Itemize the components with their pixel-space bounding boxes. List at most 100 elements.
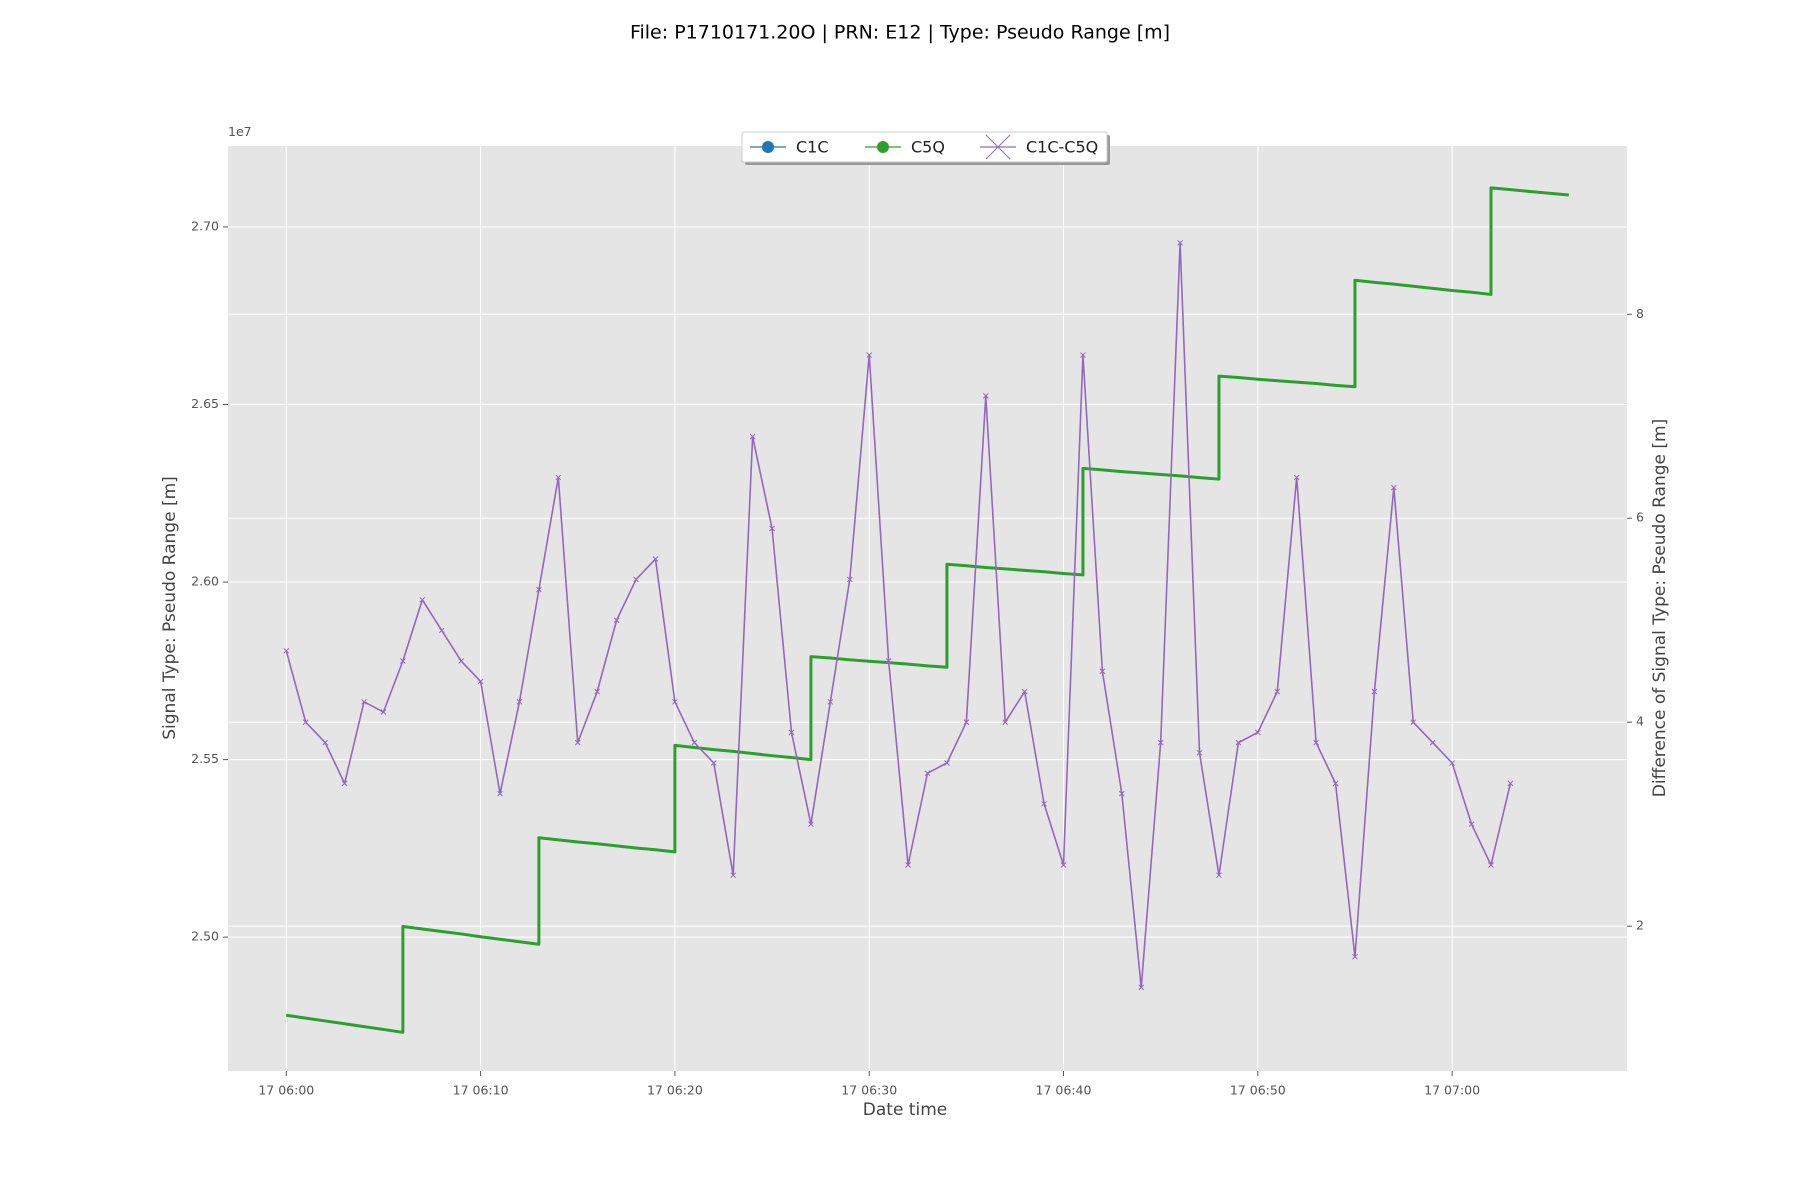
point-marker [574, 739, 581, 746]
point-marker [1021, 688, 1028, 695]
point-marker [885, 658, 892, 664]
point-marker [827, 698, 834, 705]
point-marker [1332, 780, 1339, 787]
series-line [286, 186, 1569, 1034]
point-marker [710, 760, 717, 766]
point-marker [808, 821, 814, 828]
point-marker [1449, 760, 1455, 766]
point-marker [1235, 739, 1242, 746]
point-marker [1352, 953, 1358, 960]
y2-tick-label: 4 [1636, 714, 1644, 729]
point-marker [458, 658, 465, 664]
y-tick-label: 2.50 [191, 929, 219, 944]
point-marker [497, 790, 503, 797]
point-marker [749, 433, 756, 440]
point-marker [1274, 688, 1281, 695]
grid [228, 146, 1627, 1071]
point-marker [905, 862, 911, 868]
point-marker [594, 688, 601, 695]
point-marker [516, 698, 523, 705]
marks [283, 186, 1569, 1034]
point-marker [1138, 984, 1145, 991]
point-marker [982, 393, 989, 399]
legend: C1C C5Q C1C-C5Q [741, 131, 1110, 165]
point-marker [341, 780, 348, 787]
point-marker [652, 556, 659, 562]
point-marker [1157, 739, 1164, 746]
y2-tick-label: 2 [1636, 918, 1644, 933]
point-marker [302, 719, 309, 726]
legend-box [741, 131, 1108, 163]
point-marker [924, 770, 931, 777]
point-marker [1002, 719, 1009, 726]
point-marker [788, 729, 795, 736]
point-marker [1429, 739, 1436, 746]
legend-label: C5Q [911, 138, 945, 157]
point-marker [1313, 739, 1319, 746]
point-marker [769, 525, 775, 532]
x-tick-label: 17 06:10 [453, 1083, 509, 1098]
plot-background [228, 146, 1627, 1071]
point-marker [1254, 729, 1261, 736]
point-marker [400, 658, 406, 664]
point-marker [1507, 780, 1514, 787]
point-marker [438, 627, 445, 634]
point-marker [283, 647, 290, 654]
y-tick-label: 2.65 [191, 396, 219, 411]
point-marker [866, 352, 873, 358]
point-marker [846, 576, 853, 583]
y2-tick-label: 8 [1636, 306, 1644, 321]
point-marker [380, 709, 387, 715]
y2-tick-label: 6 [1636, 510, 1644, 525]
axes: 17 06:00 17 06:10 17 06:20 17 06:30 17 06:40… [191, 218, 1644, 1097]
point-marker [1041, 800, 1047, 807]
y-axis-label: Signal Type: Pseudo Range [m] [160, 476, 180, 740]
point-marker [672, 698, 678, 705]
point-marker [322, 739, 329, 746]
point-marker [1118, 790, 1125, 797]
point-marker [555, 474, 562, 481]
y-tick-label: 2.60 [191, 574, 219, 589]
point-marker [730, 872, 737, 879]
chart-title: File: P1710171.20O | PRN: E12 | Type: Ps… [630, 22, 1170, 44]
point-marker [613, 617, 620, 624]
point-marker [1293, 474, 1300, 481]
legend-marker [762, 141, 774, 153]
point-marker [633, 576, 639, 583]
point-marker [1060, 862, 1067, 868]
point-marker [691, 739, 698, 746]
x-tick-label: 17 06:30 [841, 1083, 897, 1098]
x-tick-label: 17 06:50 [1230, 1083, 1286, 1098]
point-marker [1196, 749, 1203, 756]
point-marker [361, 698, 367, 705]
legend-label: C1C [796, 138, 829, 157]
x-tick-label: 17 07:00 [1424, 1083, 1480, 1098]
point-marker [536, 586, 542, 593]
legend-marker [877, 141, 889, 153]
point-marker [1488, 862, 1494, 868]
x-tick-label: 17 06:00 [258, 1083, 314, 1098]
point-marker [1371, 688, 1378, 695]
legend-label: C1C-C5Q [1026, 138, 1098, 157]
x-axis-label: Date time [863, 1100, 947, 1120]
point-marker [963, 719, 970, 726]
y-tick-label: 2.70 [191, 218, 219, 233]
x-tick-label: 17 06:40 [1036, 1083, 1092, 1098]
point-marker [1390, 484, 1397, 491]
point-marker [1410, 719, 1417, 726]
point-marker [1099, 668, 1106, 675]
point-marker [1177, 240, 1183, 246]
series-line [285, 242, 1512, 989]
point-marker [1216, 872, 1222, 879]
x-tick-label: 17 06:20 [647, 1083, 703, 1098]
legend-marker [985, 134, 1011, 160]
y2-axis-label: Difference of Signal Type: Pseudo Range … [1650, 419, 1670, 797]
point-marker [944, 760, 950, 766]
point-marker [477, 678, 484, 685]
point-marker [419, 596, 426, 603]
point-marker [1080, 352, 1086, 358]
point-marker [1468, 821, 1475, 828]
y-offset-label: 1e7 [228, 124, 252, 139]
y-tick-label: 2.55 [191, 751, 219, 766]
